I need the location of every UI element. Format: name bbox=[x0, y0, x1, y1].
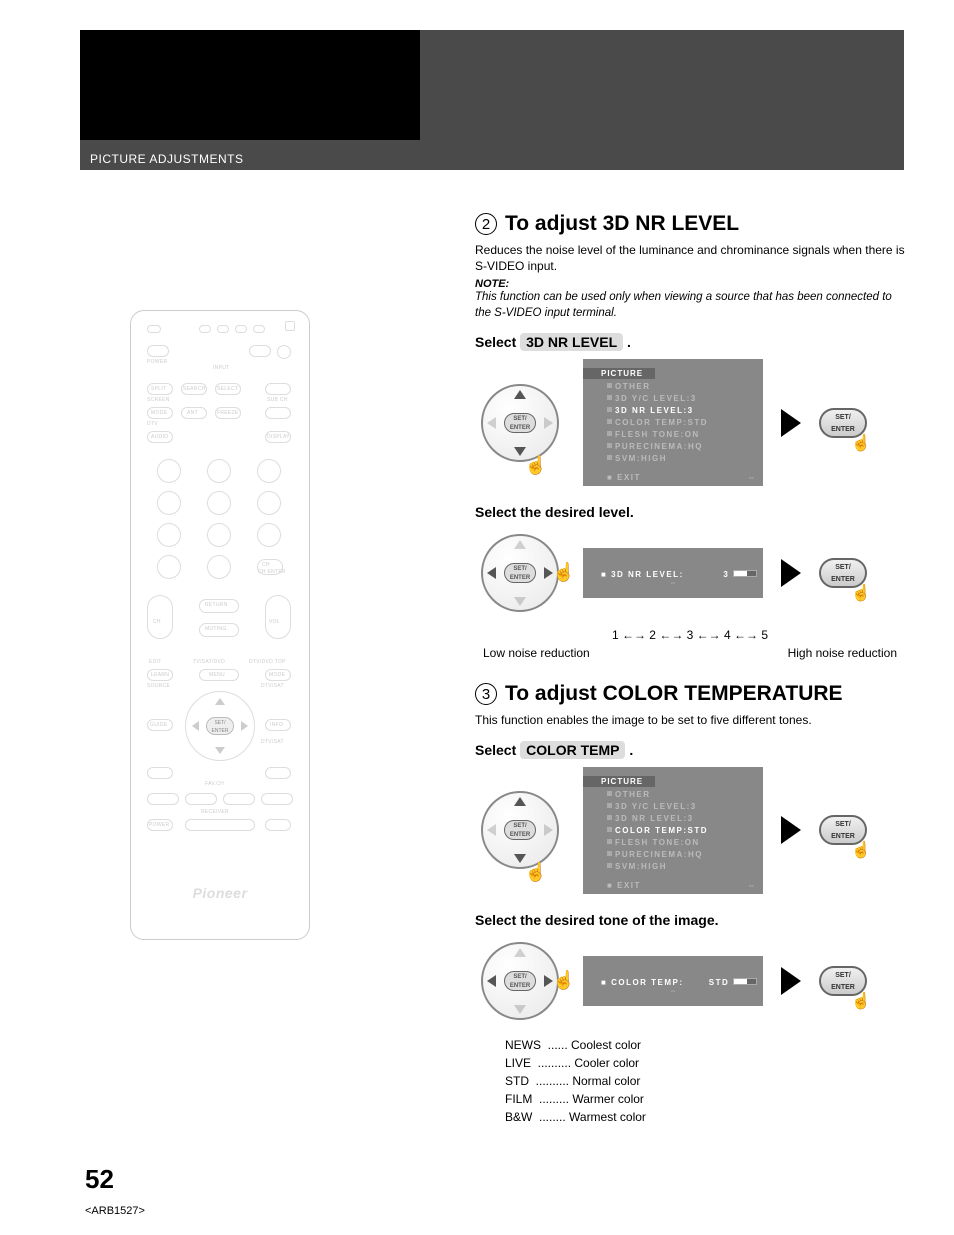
arrow-right-icon bbox=[781, 559, 801, 587]
step2-title: To adjust 3D NR LEVEL bbox=[505, 212, 739, 236]
step3-select-head: Select COLOR TEMP . bbox=[475, 741, 905, 759]
step3-sub2: Select the desired tone of the image. bbox=[475, 912, 905, 928]
nav-pad-icon: SET/ENTER ☝ bbox=[475, 378, 565, 468]
header-black bbox=[80, 30, 420, 140]
remote-illustration: POWER INPUT SPLIT SEARCH SELECT SCREEN S… bbox=[130, 310, 310, 940]
step2-select-pill: 3D NR LEVEL bbox=[520, 333, 623, 351]
step3-row2: SET/ENTER ☝ ■ COLOR TEMP:STD ⇔ SET/ENTER… bbox=[475, 936, 905, 1026]
content-column: 2 To adjust 3D NR LEVEL Reduces the nois… bbox=[475, 210, 905, 1126]
set-enter-button-icon: SET/ENTER☝ bbox=[819, 408, 867, 438]
step2-note: This function can be used only when view… bbox=[475, 290, 905, 321]
osd-menu: PICTURE OTHER3D Y/C LEVEL:33D NR LEVEL:3… bbox=[583, 359, 763, 486]
osd-exit: ■ EXIT⇔ bbox=[583, 471, 763, 482]
osd-lines: OTHER3D Y/C LEVEL:33D NR LEVEL:3COLOR TE… bbox=[583, 381, 763, 465]
step2-row1: SET/ENTER ☝ PICTURE OTHER3D Y/C LEVEL:33… bbox=[475, 359, 905, 486]
arrow-right-icon bbox=[781, 967, 801, 995]
hand-icon: ☝ bbox=[525, 862, 547, 883]
set-enter-button-icon: SET/ENTER☝ bbox=[819, 966, 867, 996]
osd-lines: OTHER3D Y/C LEVEL:33D NR LEVEL:3COLOR TE… bbox=[583, 789, 763, 873]
hand-icon: ☝ bbox=[851, 996, 871, 1008]
step2-heading: 2 To adjust 3D NR LEVEL bbox=[475, 212, 905, 236]
arrow-right-icon bbox=[781, 816, 801, 844]
nav-pad-icon: SET/ENTER ☝ bbox=[475, 528, 565, 618]
step3-select-pill: COLOR TEMP bbox=[520, 741, 625, 759]
step2-select-head: Select 3D NR LEVEL . bbox=[475, 333, 905, 351]
osd-title: PICTURE bbox=[583, 776, 655, 787]
osd-adjust: ■ COLOR TEMP:STD ⇔ bbox=[583, 956, 763, 1006]
section-label: PICTURE ADJUSTMENTS bbox=[90, 152, 244, 166]
step2-scale-labels: Low noise reduction High noise reduction bbox=[475, 646, 905, 660]
step3-heading: 3 To adjust COLOR TEMPERATURE bbox=[475, 682, 905, 706]
osd-adjust: ■ 3D NR LEVEL:3 ⇔ bbox=[583, 548, 763, 598]
osd-title: PICTURE bbox=[583, 368, 655, 379]
hand-icon: ☝ bbox=[553, 970, 575, 991]
step2-number: 2 bbox=[475, 213, 497, 235]
manual-page: PICTURE ADJUSTMENTS POWER INPUT SPLIT SE… bbox=[0, 0, 954, 1235]
arrow-right-icon bbox=[781, 409, 801, 437]
step2-sub2: Select the desired level. bbox=[475, 504, 905, 520]
hand-icon: ☝ bbox=[851, 845, 871, 857]
step2-desc: Reduces the noise level of the luminance… bbox=[475, 242, 905, 274]
step3-number: 3 bbox=[475, 683, 497, 705]
hand-icon: ☝ bbox=[851, 588, 871, 600]
step2-row2: SET/ENTER ☝ ■ 3D NR LEVEL:3 ⇔ SET/ENTER☝ bbox=[475, 528, 905, 618]
hand-icon: ☝ bbox=[851, 438, 871, 450]
step3-row1: SET/ENTER ☝ PICTURE OTHER3D Y/C LEVEL:33… bbox=[475, 767, 905, 894]
set-enter-button-icon: SET/ENTER☝ bbox=[819, 815, 867, 845]
step3-desc: This function enables the image to be se… bbox=[475, 712, 905, 728]
tone-list: NEWS ...... Coolest colorLIVE ..........… bbox=[505, 1036, 905, 1126]
nav-pad-icon: SET/ENTER ☝ bbox=[475, 936, 565, 1026]
hand-icon: ☝ bbox=[525, 455, 547, 476]
set-enter-button-icon: SET/ENTER☝ bbox=[819, 558, 867, 588]
page-number: 52 bbox=[85, 1164, 114, 1195]
osd-exit: ■ EXIT⇔ bbox=[583, 879, 763, 890]
step2-note-label: NOTE: bbox=[475, 278, 905, 290]
step3-title: To adjust COLOR TEMPERATURE bbox=[505, 682, 843, 706]
osd-menu: PICTURE OTHER3D Y/C LEVEL:33D NR LEVEL:3… bbox=[583, 767, 763, 894]
nav-pad-icon: SET/ENTER ☝ bbox=[475, 785, 565, 875]
document-id: <ARB1527> bbox=[85, 1205, 145, 1217]
step2-scale: 1 ←→ 2 ←→ 3 ←→ 4 ←→ 5 bbox=[475, 628, 905, 642]
hand-icon: ☝ bbox=[553, 562, 575, 583]
remote-brand: Pioneer bbox=[131, 885, 309, 901]
